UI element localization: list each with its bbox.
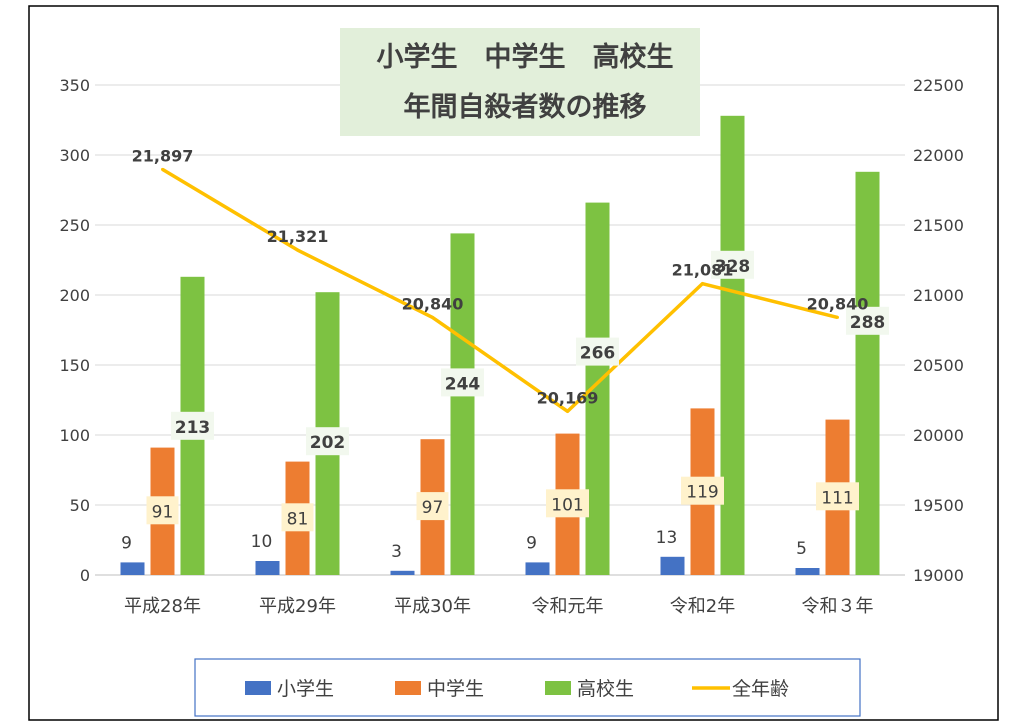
legend-swatch-高校生 xyxy=(545,681,571,695)
bar-label: 119 xyxy=(686,483,718,503)
legend-box xyxy=(194,658,861,717)
bar-label: 81 xyxy=(287,509,309,529)
bar-label: 101 xyxy=(551,495,583,515)
bar-label-bg xyxy=(816,482,859,511)
bar-label: 3 xyxy=(391,542,402,562)
bar-label-bg xyxy=(681,476,724,505)
bar-label-bg xyxy=(306,427,349,456)
bar-label-bg xyxy=(171,411,214,440)
left-tick-label: 0 xyxy=(80,566,90,585)
bar-小学生 xyxy=(660,556,685,575)
legend-label: 高校生 xyxy=(577,678,634,700)
line-series xyxy=(161,167,839,414)
bar-label-bg xyxy=(711,250,754,279)
line-label: 21,897 xyxy=(132,146,194,165)
right-tick-label: 19000 xyxy=(913,566,964,585)
line-point xyxy=(566,409,569,413)
title-background xyxy=(340,28,700,136)
x-tick-label: 令和2年 xyxy=(670,596,735,617)
line-label: 21,321 xyxy=(267,227,329,246)
line-point xyxy=(836,315,839,319)
line-point xyxy=(296,248,299,252)
bar-小学生 xyxy=(255,561,280,575)
right-tick-label: 22500 xyxy=(913,76,964,95)
bar-label-bg xyxy=(846,306,889,335)
bar-label-bg xyxy=(546,489,589,518)
legend: 小学生 中学生 高校生 全年齢 xyxy=(194,658,861,717)
left-tick-label: 300 xyxy=(59,146,90,165)
x-tick-label: 平成30年 xyxy=(394,596,471,617)
bar-data-labels: 9 10 3 9 13 5 91 81 97 101 119 111 213 202 244 266 328 28… xyxy=(121,250,889,562)
bar-label: 328 xyxy=(715,257,751,277)
right-tick-label: 19500 xyxy=(913,496,964,515)
bar-label: 111 xyxy=(821,488,853,508)
right-tick-label: 20500 xyxy=(913,356,964,375)
right-tick-label: 21000 xyxy=(913,286,964,305)
legend-label: 中学生 xyxy=(427,678,484,700)
bar-高校生 xyxy=(855,171,880,576)
left-tick-label: 250 xyxy=(59,216,90,235)
bar-label: 9 xyxy=(121,533,132,553)
line-全年齢 xyxy=(161,167,838,414)
right-tick-label: 22000 xyxy=(913,146,964,165)
bar-label: 244 xyxy=(445,374,481,394)
bar-label: 97 xyxy=(422,498,444,518)
left-tick-label: 150 xyxy=(59,356,90,375)
line-label: 20,169 xyxy=(537,388,599,407)
x-tick-label: 令和元年 xyxy=(532,596,604,617)
bar-高校生 xyxy=(450,233,475,575)
title-line-1: 小学生 中学生 高校生 xyxy=(377,41,674,73)
bar-小学生 xyxy=(525,562,550,575)
line-label: 21,081 xyxy=(672,261,734,280)
bar-label-bg xyxy=(281,503,314,532)
legend-label: 小学生 xyxy=(277,678,334,700)
left-tick-label: 200 xyxy=(59,286,90,305)
bar-label: 202 xyxy=(310,433,346,453)
bar-label-bg xyxy=(146,496,179,525)
left-tick-label: 350 xyxy=(59,76,90,95)
bar-label: 9 xyxy=(526,533,537,553)
bar-小学生 xyxy=(390,570,415,575)
title-line-2: 年間自殺者数の推移 xyxy=(404,91,647,123)
bar-高校生 xyxy=(720,115,745,576)
bar-小学生 xyxy=(795,568,820,575)
line-point xyxy=(161,167,164,171)
right-axis: 19000 19500 20000 20500 21000 21500 22000 22500 xyxy=(913,76,964,585)
line-label: 20,840 xyxy=(402,294,464,313)
x-tick-label: 平成28年 xyxy=(124,596,201,617)
left-tick-label: 50 xyxy=(70,496,90,515)
bar-label: 10 xyxy=(251,532,273,552)
legend-label: 全年齢 xyxy=(732,678,789,700)
bar-label-bg xyxy=(441,368,484,397)
legend-swatch-中学生 xyxy=(395,681,421,695)
bar-label: 266 xyxy=(580,344,616,364)
bar-label: 288 xyxy=(850,313,886,333)
gridlines xyxy=(95,84,905,576)
bar-label: 5 xyxy=(796,539,807,559)
bar-label-bg xyxy=(576,337,619,366)
bar-label: 213 xyxy=(175,418,211,438)
legend-swatch-小学生 xyxy=(245,681,271,695)
line-point xyxy=(701,282,704,286)
left-tick-label: 100 xyxy=(59,426,90,445)
line-point xyxy=(431,315,434,319)
chart-title: 小学生 中学生 高校生 年間自殺者数の推移 xyxy=(340,28,700,136)
left-axis: 0 50 100 150 200 250 300 350 xyxy=(59,76,90,585)
bar-label-bg xyxy=(416,492,449,521)
x-tick-label: 令和３年 xyxy=(802,596,874,617)
x-axis: 平成28年 平成29年 平成30年 令和元年 令和2年 令和３年 xyxy=(124,596,873,617)
right-tick-label: 20000 xyxy=(913,426,964,445)
bar-小学生 xyxy=(120,562,145,575)
x-tick-label: 平成29年 xyxy=(259,596,336,617)
line-data-labels: 21,897 21,321 20,840 20,169 21,081 20,840 xyxy=(132,146,869,407)
right-tick-label: 21500 xyxy=(913,216,964,235)
bar-label: 91 xyxy=(152,502,174,522)
line-label: 20,840 xyxy=(807,294,869,313)
bar-label: 13 xyxy=(656,528,678,548)
